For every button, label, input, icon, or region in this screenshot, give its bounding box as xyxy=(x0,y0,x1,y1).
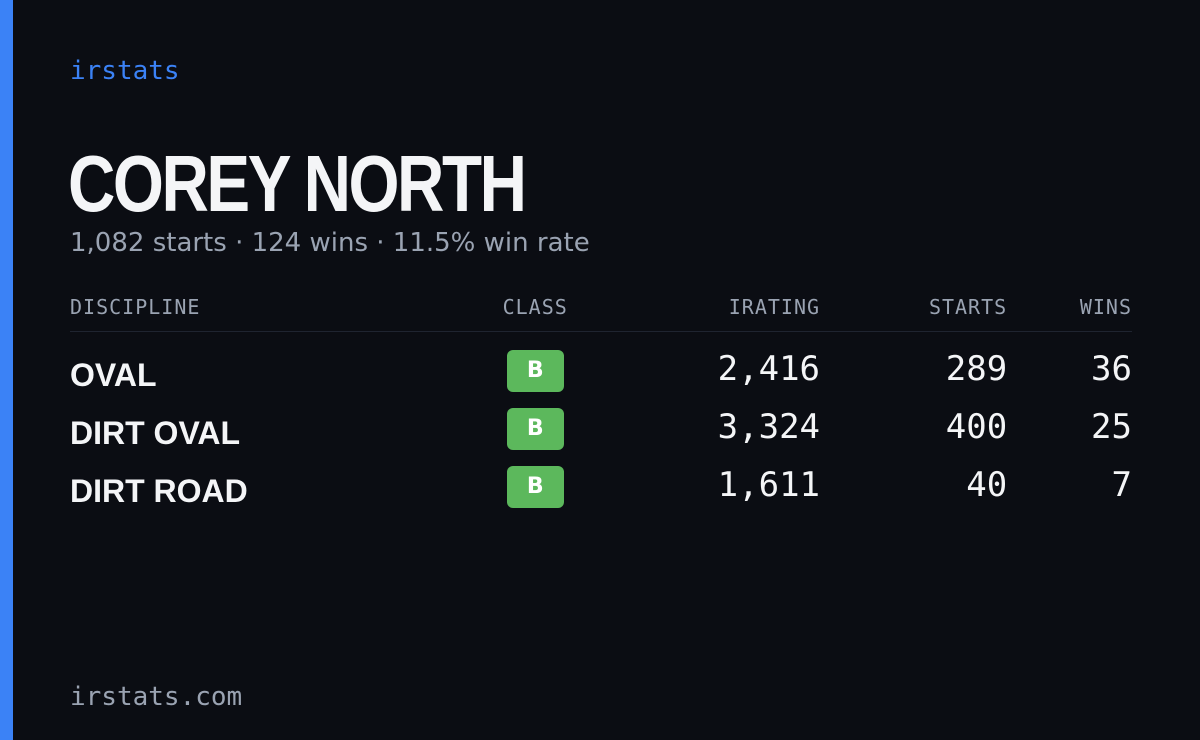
table-row: DIRT OVAL B 3,324 400 25 xyxy=(70,398,1132,456)
class-badge: B xyxy=(506,408,564,450)
cell: 400 xyxy=(945,407,1008,447)
table-body: OVAL B 2,416 289 36 DIRT OVAL B 3,324 400 25 DIRT … xyxy=(70,332,1132,515)
cell: 25 xyxy=(1091,407,1132,447)
cell: 3,324 xyxy=(717,407,821,447)
column-header: IRATING xyxy=(575,295,821,332)
cell: 2,416 xyxy=(717,349,821,389)
cell: 1,611 xyxy=(717,465,821,505)
cell: OVAL xyxy=(70,356,157,393)
driver-summary: 1,082 starts · 124 wins · 11.5% win rate xyxy=(70,228,590,258)
cell: B xyxy=(495,456,575,514)
header-row: DISCIPLINE CLASS IRATING STARTS WINS xyxy=(70,295,1132,332)
table-row: DIRT ROAD B 1,611 40 7 xyxy=(70,456,1132,514)
cell: B xyxy=(495,398,575,456)
cell: 36 xyxy=(1091,349,1132,389)
cell: 40 xyxy=(966,465,1008,505)
footer: irstats.com xyxy=(70,682,243,712)
class-badge: B xyxy=(506,466,564,508)
table-row: OVAL B 2,416 289 36 xyxy=(70,332,1132,399)
accent-bar xyxy=(0,0,13,740)
cell: 7 xyxy=(1111,465,1132,505)
cell: B xyxy=(495,332,575,399)
column-header: DISCIPLINE xyxy=(70,295,496,332)
cell: DIRT ROAD xyxy=(70,472,248,509)
cell: 289 xyxy=(945,349,1008,389)
brand: irstats xyxy=(70,56,180,86)
column-header: STARTS xyxy=(820,295,1008,332)
column-header: WINS xyxy=(1007,295,1132,332)
driver-name: COREY NORTH xyxy=(68,139,527,228)
cell: DIRT OVAL xyxy=(70,414,241,451)
column-header: CLASS xyxy=(495,295,576,332)
class-badge: B xyxy=(506,350,564,392)
stats-table: DISCIPLINE CLASS IRATING STARTS WINS OVAL B 2,… xyxy=(70,295,1132,514)
